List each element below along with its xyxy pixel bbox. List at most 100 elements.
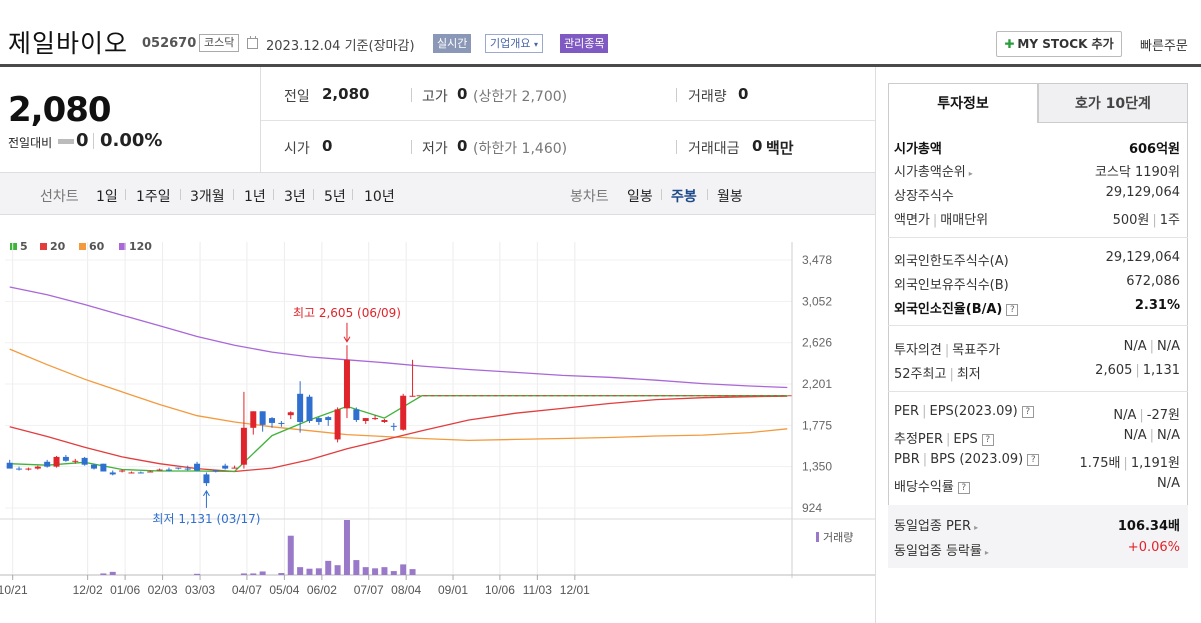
period-3y[interactable]: 3년 [284, 189, 306, 205]
candle-body [343, 359, 350, 409]
divider [411, 140, 412, 154]
divider [352, 189, 353, 200]
info-row[interactable]: 동일업종 PER ▸ 106.34배 [894, 515, 1180, 535]
tab-order-book[interactable]: 호가 10단계 [1038, 83, 1188, 123]
legend-swatch [119, 243, 126, 250]
info-value: 2,605 [1095, 363, 1133, 378]
header-divider [0, 64, 1201, 67]
info-value: 코스닥 1190위 [1094, 165, 1180, 180]
candle-monthly[interactable]: 월봉 [717, 189, 743, 205]
info-row[interactable]: 동일업종 등락률 ▸ +0.06% [894, 540, 1180, 560]
weekly-candle-chart[interactable]: 3,478 3,052 2,626 2,201 1,775 1,350 924 10/21 12… [0, 230, 875, 623]
quick-order-label: 빠른주문 [1140, 39, 1188, 54]
divider [661, 189, 662, 200]
y-tick-label: 924 [802, 501, 822, 515]
info-row[interactable]: 시가총액순위 ▸ 코스닥 1190위 [894, 161, 1180, 181]
period-1y[interactable]: 1년 [244, 189, 266, 205]
company-name: 제일바이오 [8, 29, 129, 58]
candle-body [165, 469, 172, 471]
arrow-right-icon: ▸ [974, 523, 979, 532]
y-tick-label: 1,350 [802, 460, 832, 474]
help-icon[interactable]: ? [957, 482, 970, 494]
realtime-button[interactable]: 실시간 [433, 34, 472, 53]
ma60-line [9, 348, 788, 442]
x-tick-label: 12/02 [73, 583, 103, 597]
info-value: N/A [1123, 428, 1147, 443]
period-10y[interactable]: 10년 [364, 189, 395, 205]
info-label-secondary: EPS(2023.09) [929, 404, 1018, 419]
info-value: 606억원 [1128, 142, 1180, 157]
volume-bar [240, 573, 247, 575]
divider [676, 88, 677, 102]
period-3m[interactable]: 3개월 [190, 189, 225, 205]
help-icon[interactable]: ? [1021, 406, 1034, 418]
ma120-line [9, 286, 788, 389]
quote-date: 2023.12.04 기준(장마감) [266, 35, 415, 54]
info-label: 배당수익률 [894, 480, 954, 495]
candle-body [203, 474, 210, 484]
divider: | [932, 213, 938, 228]
candle-body [231, 467, 238, 469]
info-value: N/A [1113, 408, 1137, 423]
legend-label: 60 [89, 240, 105, 253]
company-overview-dropdown[interactable]: 기업개요 ▾ [485, 34, 543, 53]
candle-body [240, 427, 247, 465]
candle-weekly[interactable]: 주봉 [671, 189, 697, 205]
divider [888, 325, 1188, 326]
period-1d[interactable]: 1일 [96, 189, 118, 205]
x-tick-label: 04/07 [232, 583, 262, 597]
candle-body [175, 467, 182, 469]
volume-bar [278, 573, 285, 575]
info-row: 상장주식수 29,129,064 [894, 185, 1180, 205]
help-icon[interactable]: ? [981, 434, 994, 446]
volume-bar [381, 567, 388, 575]
info-row: 추정PER | EPS? N/A | N/A [894, 428, 1180, 448]
my-stock-add-button[interactable]: ✚ MY STOCK 추가 [996, 31, 1122, 57]
candle-body [128, 472, 135, 474]
arrow-right-icon: ▸ [968, 169, 973, 178]
period-5y[interactable]: 5년 [324, 189, 346, 205]
change-value: 0 [76, 130, 89, 151]
candle-body [44, 461, 51, 467]
legend-ma120: 120 [119, 240, 152, 253]
plus-icon: ✚ [1004, 37, 1015, 51]
help-icon[interactable]: ? [1027, 454, 1040, 466]
volume-bar [109, 571, 116, 575]
open-label: 시가 [284, 141, 310, 157]
info-label: 외국인보유주식수(B) [894, 278, 1009, 293]
info-tabs: 투자정보 호가 10단계 [888, 83, 1188, 123]
market-badge: 코스닥 [199, 34, 240, 52]
high-value: 0 [457, 85, 468, 103]
divider [313, 189, 314, 200]
date-suffix: 기준(장마감) [344, 39, 415, 54]
volume-bar [362, 567, 369, 575]
candle-daily[interactable]: 일봉 [627, 189, 653, 205]
info-value-secondary: 1,191원 [1130, 456, 1180, 471]
legend-swatch [40, 243, 47, 250]
x-tick-label: 01/06 [110, 583, 140, 597]
price-summary: 2,080 전일대비 0 0.00% [0, 67, 261, 172]
stock-code: 052670 [142, 36, 197, 51]
tab-investment-info[interactable]: 투자정보 [888, 83, 1038, 123]
divider [888, 391, 1188, 392]
info-value: 500원 [1112, 213, 1150, 228]
y-tick-label: 2,201 [802, 377, 832, 391]
y-tick-label: 3,478 [802, 253, 832, 267]
volume-bar [353, 560, 360, 575]
period-1w[interactable]: 1주일 [136, 189, 171, 205]
legend-label: 5 [20, 240, 28, 253]
info-label: 동일업종 PER [894, 519, 972, 534]
divider [261, 120, 875, 121]
change-label: 전일대비 [8, 136, 53, 150]
x-tick-label: 07/07 [354, 583, 384, 597]
x-tick-label: 03/03 [185, 583, 215, 597]
candle-body [250, 411, 257, 428]
info-value: +0.06% [1127, 540, 1180, 555]
x-tick-label: 10/21 [0, 583, 28, 597]
volume-bar [100, 573, 107, 575]
candle-body [306, 396, 313, 421]
volume-bar [287, 535, 294, 575]
candle-body [409, 395, 416, 397]
quick-order-button[interactable]: 빠른주문 [1140, 35, 1188, 54]
help-icon[interactable]: ? [1006, 304, 1019, 316]
